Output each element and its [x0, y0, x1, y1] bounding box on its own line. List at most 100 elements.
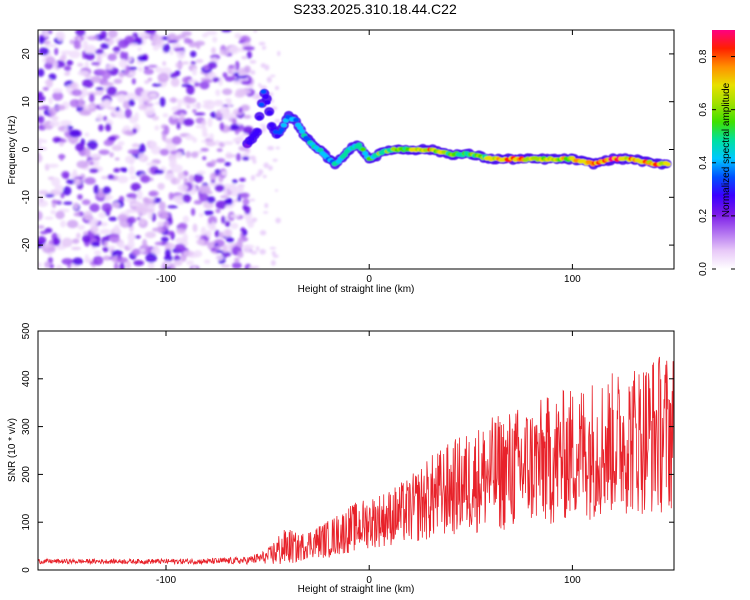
ridge-core [356, 142, 363, 148]
noise-blob [93, 250, 102, 256]
noise-blob [138, 104, 147, 111]
noise-blob [250, 70, 256, 75]
noise-blob [162, 61, 167, 66]
noise-blob [263, 162, 269, 169]
y-tick-label: 400 [21, 370, 32, 387]
noise-blob [250, 175, 256, 181]
noise-blob [238, 107, 243, 114]
noise-blob [41, 244, 53, 248]
noise-blob [237, 250, 244, 259]
noise-blob [52, 88, 63, 94]
noise-blob [55, 264, 63, 269]
ridge-core [274, 133, 281, 139]
noise-blob [242, 156, 250, 161]
noise-blob [69, 39, 75, 45]
noise-blob [78, 110, 91, 116]
noise-blob [118, 72, 125, 77]
noise-blob [220, 195, 229, 199]
noise-blob [191, 266, 197, 269]
noise-blob [106, 86, 117, 96]
noise-blob [106, 64, 114, 70]
noise-blob [242, 244, 252, 253]
noise-blob [182, 215, 190, 223]
x-tick-label: 0 [366, 274, 372, 285]
noise-blob [75, 142, 85, 152]
noise-blob [77, 70, 90, 76]
noise-blob [69, 99, 81, 108]
noise-blob [89, 217, 99, 227]
noise-blob [221, 30, 232, 33]
noise-blob [238, 67, 247, 76]
noise-blob [38, 138, 44, 144]
noise-blob [176, 122, 181, 130]
noise-blob [152, 197, 162, 204]
noise-blob [249, 155, 257, 161]
noise-blob [73, 178, 82, 186]
noise-blob [89, 153, 102, 159]
noise-blob [98, 212, 106, 219]
noise-blob [243, 114, 252, 119]
noise-blob [91, 62, 100, 66]
noise-blob [160, 236, 169, 243]
noise-blob [151, 227, 163, 232]
noise-blob [44, 216, 54, 220]
noise-blob [267, 146, 275, 151]
ridge-core [258, 102, 265, 107]
noise-blob [124, 155, 136, 164]
noise-blob [173, 259, 183, 266]
noise-blob [126, 208, 134, 213]
noise-blob [190, 207, 196, 216]
ridge-core [280, 122, 287, 128]
noise-blob [125, 198, 136, 203]
noise-blob [130, 182, 141, 192]
noise-blob [142, 197, 150, 203]
noise-blob [161, 212, 169, 220]
noise-blob [148, 92, 158, 99]
noise-blob [225, 204, 234, 209]
colorbar-tick-label: 0.4 [698, 155, 709, 169]
noise-blob [135, 95, 142, 101]
noise-blob [209, 172, 217, 181]
noise-blob [108, 216, 118, 222]
y-tick-label: -10 [21, 190, 32, 205]
noise-blob [173, 111, 183, 116]
noise-blob [226, 237, 235, 243]
noise-blob [192, 67, 197, 76]
noise-blob [181, 61, 190, 65]
noise-blob [73, 212, 81, 217]
noise-blob [76, 232, 81, 239]
noise-blob [222, 72, 228, 79]
spectrogram-noise [38, 30, 281, 269]
noise-blob [168, 192, 174, 201]
noise-blob [111, 249, 123, 256]
noise-blob [262, 46, 267, 49]
noise-blob [222, 88, 233, 96]
noise-blob [102, 82, 114, 86]
noise-blob [200, 147, 209, 152]
noise-blob [220, 264, 231, 268]
ridge-core [362, 151, 369, 156]
noise-blob [134, 235, 141, 239]
noise-blob [190, 50, 197, 58]
noise-blob [175, 61, 184, 69]
noise-blob [175, 227, 186, 235]
noise-blob [117, 114, 128, 119]
noise-blob [63, 124, 69, 133]
noise-blob [169, 72, 178, 79]
noise-blob [228, 64, 235, 69]
noise-blob [163, 125, 170, 135]
noise-blob [196, 170, 206, 175]
noise-blob [49, 120, 61, 127]
noise-blob [221, 215, 226, 224]
ridge-core [246, 140, 253, 145]
noise-blob [55, 104, 66, 111]
noise-blob [151, 115, 160, 121]
noise-blob [193, 173, 204, 183]
noise-blob [82, 78, 94, 88]
noise-blob [219, 122, 225, 131]
noise-blob [193, 200, 203, 205]
noise-blob [224, 98, 231, 103]
noise-blob [157, 72, 170, 83]
snr-panel: -100 0 100 0 100 200 300 400 500 Height of strai… [7, 322, 675, 595]
